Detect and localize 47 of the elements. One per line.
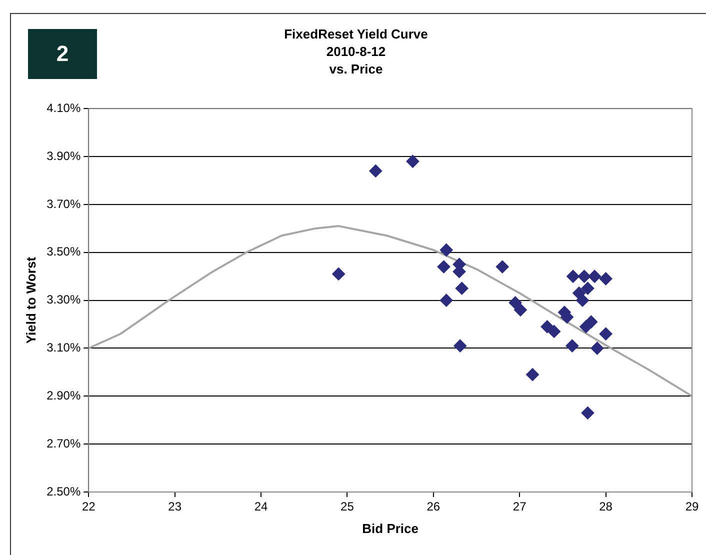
point <box>440 244 453 257</box>
point <box>508 296 522 310</box>
point <box>590 342 604 355</box>
y-tick-label: 3.70% <box>46 196 81 211</box>
point <box>581 282 594 295</box>
y-tick-label: 4.10% <box>46 100 81 115</box>
y-tick-label: 2.70% <box>46 436 81 450</box>
point <box>454 339 467 352</box>
point <box>584 315 598 328</box>
text: 2 <box>28 29 97 79</box>
x-tick-label: 24 <box>254 500 268 514</box>
point <box>540 320 554 334</box>
point <box>526 368 540 382</box>
point <box>332 267 346 280</box>
y-tick-label: 2.90% <box>46 388 81 402</box>
x-axis-title: Bid Price <box>362 520 418 536</box>
x-tick-label: 29 <box>685 500 699 514</box>
point <box>566 270 580 283</box>
point <box>578 270 591 283</box>
y-tick-label: 2.50% <box>46 484 81 498</box>
point <box>440 294 453 307</box>
chart-subtitle: 2010-8-12 vs. Price <box>326 44 386 76</box>
y-tick-label: 3.90% <box>46 148 81 163</box>
point <box>496 260 509 274</box>
point <box>581 406 594 420</box>
point <box>437 260 450 274</box>
y-tick-label: 3.30% <box>46 292 81 307</box>
y-tick-label: 3.10% <box>46 340 81 355</box>
point <box>566 339 579 352</box>
point <box>406 154 420 168</box>
x-tick-label: 25 <box>340 500 354 514</box>
x-tick-label: 22 <box>82 500 96 514</box>
point <box>576 294 590 307</box>
x-tick-label: 26 <box>426 500 440 514</box>
point <box>599 327 612 340</box>
x-tick-label: 23 <box>168 500 182 514</box>
point <box>599 272 612 286</box>
point <box>455 282 468 295</box>
point <box>588 270 602 283</box>
point <box>369 164 382 178</box>
y-axis-title: Yield to Worst <box>23 256 38 344</box>
point <box>548 324 561 338</box>
x-tick-label: 27 <box>512 500 527 514</box>
x-tick-label: 28 <box>599 500 613 514</box>
point <box>514 303 527 316</box>
chart-title: FixedReset Yield Curve <box>284 26 428 42</box>
y-tick-label: 3.50% <box>46 244 81 259</box>
